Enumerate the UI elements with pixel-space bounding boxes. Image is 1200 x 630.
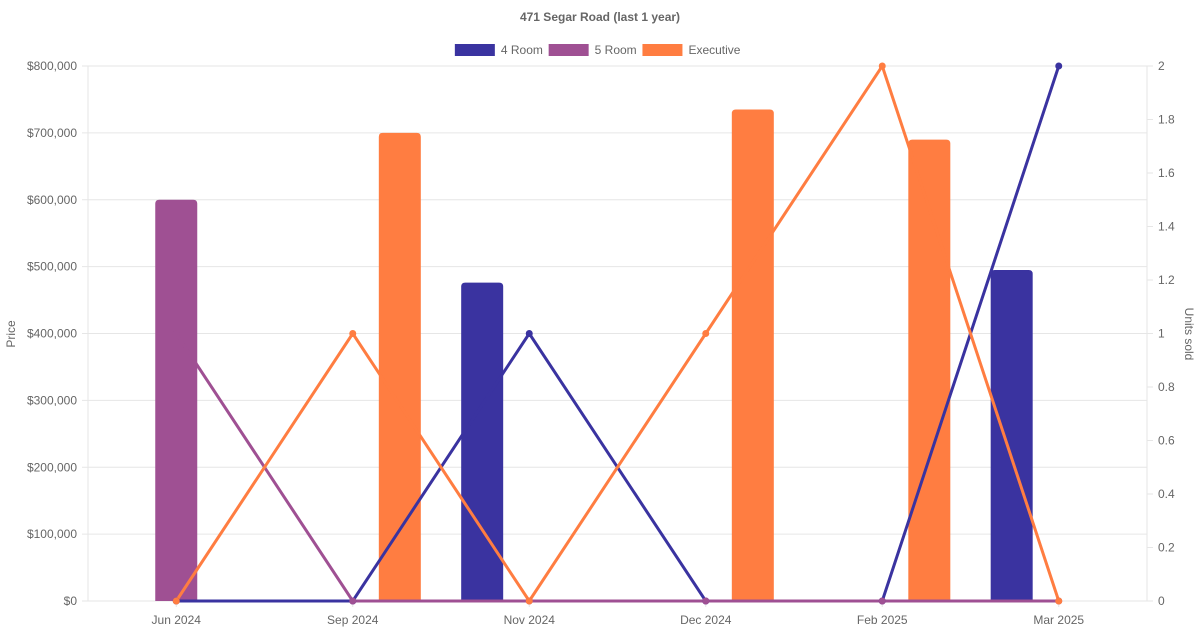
y2-tick-label: 0.6 bbox=[1158, 434, 1175, 448]
legend-label: Executive bbox=[688, 43, 740, 57]
legend-item-4-room[interactable]: 4 Room bbox=[454, 43, 543, 57]
legend-label: 4 Room bbox=[501, 43, 543, 57]
y-axis-ticks: $0 $100,000 $200,000 $300,000 $400,000 $500,0… bbox=[27, 59, 77, 608]
point-5-room[interactable] bbox=[172, 330, 180, 337]
bars bbox=[155, 109, 1033, 601]
y2-tick-label: 2 bbox=[1158, 59, 1165, 73]
point-5-room[interactable] bbox=[878, 597, 886, 605]
point-executive[interactable] bbox=[172, 597, 180, 605]
y2-tick-label: 0 bbox=[1158, 594, 1165, 608]
legend[interactable]: 4 Room 5 Room Executive bbox=[454, 43, 741, 57]
y2-tick-label: 0.2 bbox=[1158, 541, 1175, 555]
y-tick-label: $100,000 bbox=[27, 527, 77, 541]
bar-4-room[interactable] bbox=[990, 269, 1033, 601]
point-executive[interactable] bbox=[702, 330, 710, 337]
y2-tick-label: 1 bbox=[1158, 327, 1165, 341]
legend-swatch bbox=[548, 44, 589, 56]
x-tick-label: Nov 2024 bbox=[504, 613, 556, 627]
y2-tick-label: 0.8 bbox=[1158, 380, 1175, 394]
y2-axis-title: Units sold bbox=[1182, 308, 1196, 361]
bar-4-room[interactable] bbox=[461, 282, 504, 601]
point-4-room[interactable] bbox=[1055, 62, 1063, 70]
y-tick-label: $800,000 bbox=[27, 59, 77, 73]
chart-title: 471 Segar Road (last 1 year) bbox=[520, 10, 680, 24]
y2-axis-ticks: 0 0.2 0.4 0.6 0.8 1 1.2 1.4 1.6 1.8 2 bbox=[1158, 59, 1175, 608]
line-executive[interactable] bbox=[174, 62, 1061, 604]
bar-executive[interactable] bbox=[378, 132, 421, 601]
legend-swatch bbox=[454, 44, 495, 56]
bar-5-room[interactable] bbox=[155, 199, 198, 601]
point-executive[interactable] bbox=[878, 62, 886, 70]
point-5-room[interactable] bbox=[349, 597, 357, 605]
legend-label: 5 Room bbox=[595, 43, 637, 57]
x-tick-label: Mar 2025 bbox=[1033, 613, 1084, 627]
point-5-room[interactable] bbox=[702, 597, 710, 605]
y2-tick-label: 0.4 bbox=[1158, 487, 1175, 501]
y-axis-title: Price bbox=[4, 320, 18, 348]
x-tick-label: Sep 2024 bbox=[327, 613, 379, 627]
legend-swatch bbox=[642, 44, 683, 56]
y2-tick-label: 1.8 bbox=[1158, 113, 1175, 127]
y-tick-label: $400,000 bbox=[27, 327, 77, 341]
point-executive[interactable] bbox=[1055, 597, 1063, 605]
x-tick-label: Dec 2024 bbox=[680, 613, 732, 627]
point-executive[interactable] bbox=[525, 597, 533, 605]
y-tick-label: $300,000 bbox=[27, 393, 77, 407]
x-tick-label: Jun 2024 bbox=[152, 613, 202, 627]
y2-tick-label: 1.2 bbox=[1158, 273, 1175, 287]
y-tick-label: $500,000 bbox=[27, 260, 77, 274]
x-axis-ticks: Jun 2024 Sep 2024 Nov 2024 Dec 2024 Feb 2025… bbox=[152, 613, 1085, 627]
point-executive[interactable] bbox=[349, 330, 357, 337]
bar-executive[interactable] bbox=[731, 109, 774, 601]
y-tick-label: $200,000 bbox=[27, 460, 77, 474]
y-tick-label: $600,000 bbox=[27, 193, 77, 207]
lines bbox=[172, 62, 1063, 605]
y2-tick-label: 1.4 bbox=[1158, 220, 1175, 234]
legend-item-5-room[interactable]: 5 Room bbox=[548, 43, 637, 57]
line-5-room[interactable] bbox=[174, 332, 1059, 603]
y-tick-label: $700,000 bbox=[27, 126, 77, 140]
legend-item-executive[interactable]: Executive bbox=[642, 43, 741, 57]
point-4-room[interactable] bbox=[525, 330, 533, 337]
x-tick-label: Feb 2025 bbox=[857, 613, 908, 627]
y2-tick-label: 1.6 bbox=[1158, 166, 1175, 180]
y-tick-label: $0 bbox=[64, 594, 78, 608]
